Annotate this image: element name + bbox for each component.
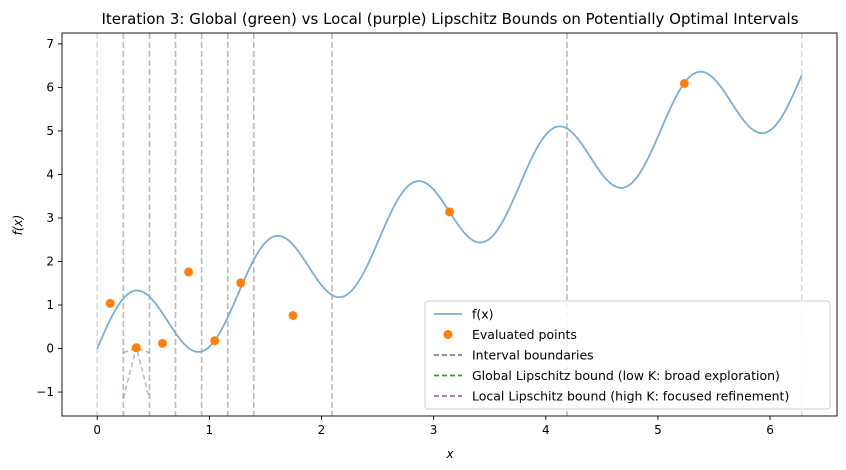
legend-label: Interval boundaries	[472, 348, 594, 363]
x-tick-label: 4	[542, 423, 550, 437]
y-tick-label: 3	[46, 211, 54, 225]
y-tick-label: 5	[46, 124, 54, 138]
legend-label: f(x)	[472, 307, 494, 322]
legend-label: Evaluated points	[472, 327, 577, 342]
local-lipschitz-bound	[122, 347, 151, 399]
evaluated-point	[679, 78, 689, 88]
x-tick-label: 1	[206, 423, 214, 437]
y-tick-label: −1	[36, 385, 54, 399]
evaluated-point	[131, 343, 141, 353]
evaluated-point	[236, 278, 246, 288]
legend-label: Local Lipschitz bound (high K: focused r…	[472, 389, 789, 404]
evaluated-point	[157, 338, 167, 348]
evaluated-points	[105, 78, 689, 353]
legend-box	[424, 300, 831, 410]
y-axis-ticks: −1 0 1 2 3 4 5 6 7	[36, 37, 62, 399]
y-tick-label: 7	[46, 37, 54, 51]
y-tick-label: 4	[46, 167, 54, 181]
x-tick-label: 2	[318, 423, 326, 437]
y-axis-label: f(x)	[11, 215, 25, 236]
legend: f(x) Evaluated points Interval boundaries G…	[424, 300, 831, 410]
x-tick-label: 6	[766, 423, 774, 437]
y-tick-label: 1	[46, 298, 54, 312]
x-axis-ticks: 0 1 2 3 4 5 6	[93, 416, 774, 437]
y-tick-label: 0	[46, 342, 54, 356]
evaluated-point	[184, 267, 194, 277]
x-axis-label: x	[445, 447, 454, 461]
x-tick-label: 0	[93, 423, 101, 437]
plot-frame	[61, 32, 838, 417]
global-lipschitz-bound	[123, 346, 150, 354]
x-tick-label: 5	[654, 423, 662, 437]
x-tick-label: 3	[430, 423, 438, 437]
legend-swatch	[443, 330, 453, 339]
evaluated-point	[288, 310, 298, 320]
chart-title: Iteration 3: Global (green) vs Local (pu…	[101, 10, 798, 28]
evaluated-point	[445, 207, 455, 217]
y-tick-label: 6	[46, 80, 54, 94]
y-tick-label: 2	[46, 254, 54, 268]
evaluated-point	[105, 298, 115, 308]
evaluated-point	[210, 336, 220, 346]
legend-label: Global Lipschitz bound (low K: broad exp…	[472, 368, 780, 383]
lipschitz-bounds	[122, 346, 151, 399]
